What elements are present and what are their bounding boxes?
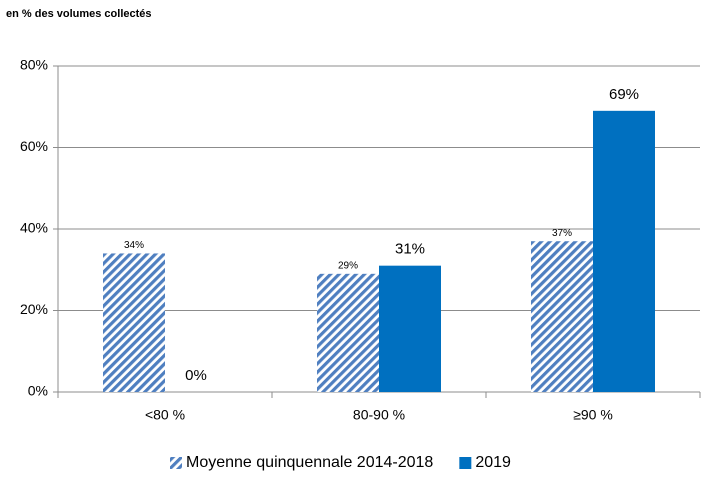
x-tick-label: <80 % (145, 407, 185, 423)
y-tick-label: 20% (20, 301, 48, 317)
legend-label: 2019 (475, 454, 511, 471)
value-label: 29% (338, 260, 358, 271)
value-label: 34% (124, 240, 144, 251)
legend-swatch (459, 457, 472, 469)
chart-subtitle: en % des volumes collectés (6, 8, 152, 20)
y-tick-label: 80% (20, 57, 48, 73)
bar (593, 110, 655, 392)
legend-label: Moyenne quinquennale 2014-2018 (186, 454, 433, 471)
bar (317, 273, 379, 392)
y-tick-label: 0% (28, 383, 48, 399)
x-tick-label: ≥90 % (573, 407, 613, 423)
bar (103, 253, 165, 392)
value-label: 31% (395, 241, 425, 258)
y-tick-label: 40% (20, 220, 48, 236)
bar (379, 265, 441, 392)
legend-swatch (170, 457, 182, 469)
value-label: 69% (609, 86, 639, 103)
y-tick-label: 60% (20, 138, 48, 154)
x-tick-label: 80-90 % (353, 407, 405, 423)
value-label: 0% (185, 367, 207, 384)
bar (531, 241, 593, 392)
value-label: 37% (552, 228, 572, 239)
